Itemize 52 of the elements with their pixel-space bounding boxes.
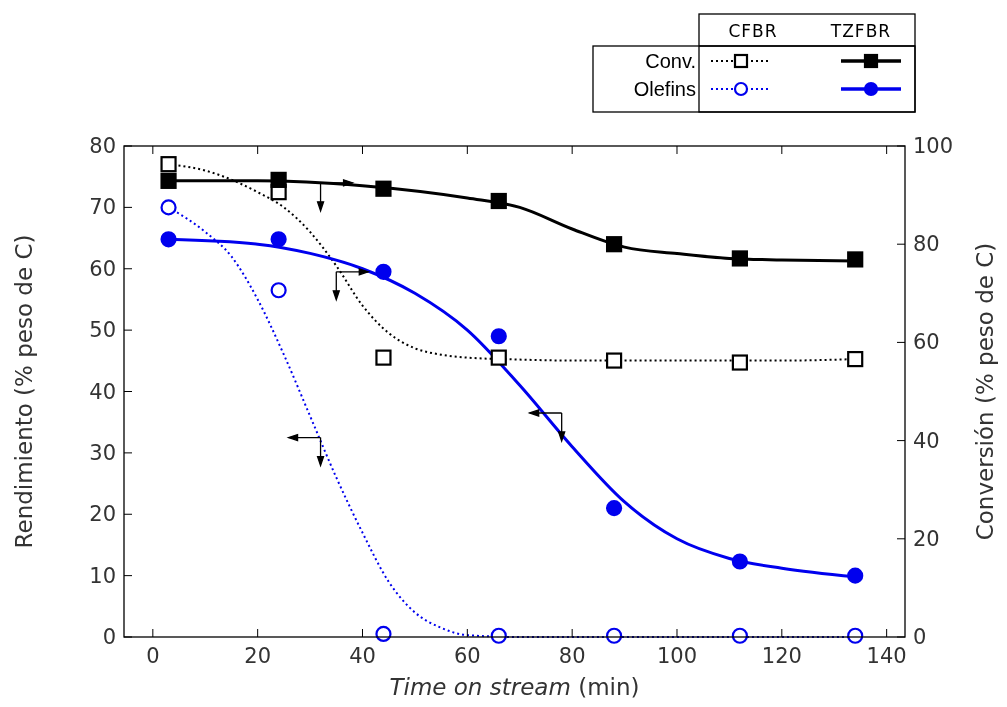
point: [847, 567, 864, 584]
x-tick-label: 60: [453, 644, 481, 668]
legend-label: Conv.: [645, 50, 696, 72]
point: [270, 231, 287, 248]
point: [490, 328, 507, 345]
point: [731, 250, 748, 267]
point: [731, 553, 748, 570]
y-tick-label: 50: [89, 318, 116, 343]
point: [160, 199, 177, 216]
y2-axis-title: Conversión (% peso de C): [972, 242, 998, 541]
y2-tick-label: 80: [913, 232, 940, 257]
y-tick-label: 40: [89, 379, 116, 404]
y2-tick-label: 60: [913, 330, 940, 355]
point: [605, 500, 623, 517]
x-tick-label: 100: [656, 644, 698, 668]
x-axis-title: Time on stream (min): [389, 674, 640, 700]
x-tick-label: 80: [558, 644, 586, 668]
point: [160, 156, 177, 173]
legend-label: Olefins: [633, 78, 696, 100]
point: [847, 350, 864, 368]
x-tick-label: 20: [244, 644, 272, 668]
point: [375, 263, 392, 280]
y-tick-label: 70: [89, 195, 116, 220]
x-tick-label: 0: [146, 644, 160, 668]
point: [160, 231, 177, 248]
point: [731, 354, 748, 371]
y2-tick-label: 0: [913, 625, 927, 649]
y2-tick-label: 20: [913, 526, 940, 551]
x-tick-label: 140: [866, 644, 907, 668]
x-tick-label: 40: [349, 644, 376, 668]
point: [605, 352, 623, 369]
point: [270, 282, 287, 299]
y-tick-label: 0: [102, 625, 116, 649]
x-tick-label: 120: [761, 644, 802, 668]
point: [375, 349, 392, 366]
y-tick-label: 30: [89, 440, 116, 465]
y-tick-label: 60: [89, 256, 116, 281]
point: [490, 349, 507, 366]
point: [490, 192, 507, 210]
y-tick-label: 10: [89, 563, 116, 588]
y-axis-title: Rendimiento (% peso de C): [11, 234, 37, 549]
y2-tick-label: 40: [913, 428, 940, 453]
point: [847, 251, 864, 268]
y2-tick-label: 100: [913, 134, 954, 158]
text: CFBR: [728, 21, 778, 41]
point: [270, 171, 287, 188]
point: [375, 180, 392, 197]
point: [160, 172, 177, 189]
text: TZFBR: [829, 21, 892, 41]
point: [605, 236, 623, 253]
y-tick-label: 20: [89, 502, 116, 527]
y-tick-label: 80: [89, 134, 116, 158]
